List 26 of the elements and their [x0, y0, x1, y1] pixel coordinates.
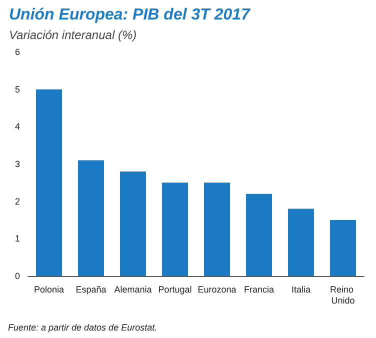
bar	[120, 171, 146, 276]
y-tick-label: 2	[14, 196, 20, 206]
x-tick-label: Polonia	[34, 284, 64, 294]
chart-subtitle: Variación interanual (%)	[9, 28, 137, 42]
x-tick-label: España	[76, 284, 106, 294]
bar	[246, 194, 272, 276]
chart-title: Unión Europea: PIB del 3T 2017	[9, 6, 252, 24]
y-tick-label: 5	[14, 84, 20, 94]
x-tick-label: Portugal	[158, 284, 192, 294]
bar	[330, 220, 356, 276]
x-tick-label: Francia	[244, 284, 274, 294]
x-tick-label: Italia	[291, 284, 311, 294]
y-tick-label: 0	[14, 271, 20, 281]
y-tick-label: 1	[14, 234, 20, 244]
bar	[162, 182, 188, 276]
bar	[204, 182, 230, 276]
bar	[36, 89, 62, 276]
x-tick-label: Alemania	[114, 284, 152, 294]
x-tick-label: Eurozona	[198, 284, 236, 294]
y-tick-label: 4	[14, 122, 20, 132]
bar	[78, 160, 104, 276]
y-tick-label: 3	[14, 159, 20, 169]
y-tick-label: 6	[14, 47, 20, 57]
x-tick-label: Reino Unido	[330, 284, 356, 306]
bar	[288, 208, 314, 276]
source-note: Fuente: a partir de datos de Eurostat.	[8, 322, 158, 332]
